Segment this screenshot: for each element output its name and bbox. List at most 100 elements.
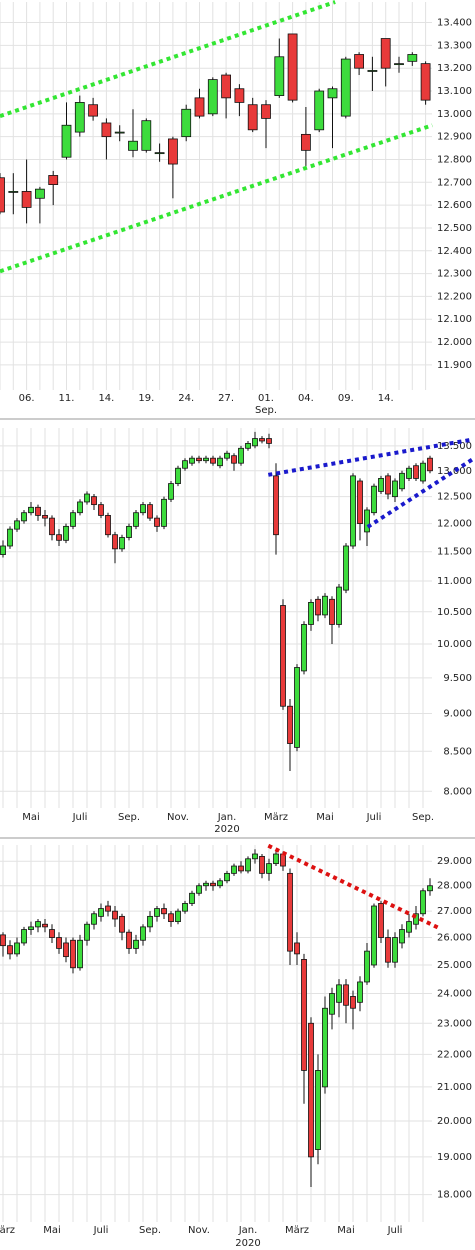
- x-tick-label: 04.: [298, 393, 314, 404]
- candle-body: [350, 996, 356, 1009]
- candle-body: [420, 63, 431, 101]
- candle-body: [175, 467, 181, 484]
- candle-body: [49, 517, 55, 536]
- x-tick-label: Sep.: [118, 812, 140, 823]
- candle-body: [252, 438, 258, 447]
- candle-body: [154, 152, 165, 155]
- candle-body: [207, 79, 218, 115]
- candle-body: [182, 460, 188, 469]
- candle-body: [367, 70, 378, 72]
- candle-body: [259, 856, 265, 874]
- candle-body: [161, 908, 167, 915]
- candle-body: [161, 498, 167, 527]
- candle-body: [420, 462, 426, 482]
- candle-body: [327, 88, 338, 99]
- candle-body: [392, 937, 398, 963]
- candle-body: [126, 525, 132, 538]
- x-tick-label: 06.: [19, 393, 35, 404]
- candle-body: [238, 447, 244, 464]
- x-tick-label: 14.: [98, 393, 114, 404]
- candle-body: [336, 984, 342, 1003]
- x-tick-label: Juli: [93, 1225, 109, 1236]
- candle-body: [114, 131, 125, 134]
- candle-body: [413, 465, 419, 479]
- candle-body: [266, 863, 272, 874]
- candle-body: [0, 545, 6, 555]
- candle-body: [340, 58, 351, 117]
- candle-body: [147, 915, 153, 928]
- y-tick-label: 13.500: [437, 441, 472, 452]
- y-tick-label: 10.500: [437, 607, 472, 618]
- y-tick-label: 13.300: [437, 40, 472, 51]
- candle-body: [231, 455, 237, 464]
- x-tick-label: 09.: [338, 393, 354, 404]
- x-tick-label: Juli: [72, 812, 88, 823]
- candle-body: [245, 858, 251, 872]
- candle-body: [329, 993, 335, 1015]
- x-tick-label: Mai: [43, 1225, 61, 1236]
- y-tick-label: 11.500: [437, 547, 472, 558]
- x-tick-label: März: [0, 1225, 15, 1236]
- candle-body: [63, 942, 69, 958]
- candle-body: [196, 885, 202, 894]
- y-tick-label: 26.000: [437, 933, 472, 944]
- candle-body: [63, 525, 69, 541]
- y-tick-label: 12.000: [437, 519, 472, 530]
- x-tick-label: Sep.: [412, 812, 434, 823]
- candle-body: [189, 892, 195, 904]
- candle-body: [8, 191, 19, 193]
- candle-body: [133, 512, 139, 527]
- candle-body: [7, 945, 13, 955]
- candle-body: [91, 913, 97, 925]
- candle-body: [84, 493, 90, 503]
- candle-body: [385, 475, 391, 495]
- y-tick-label: 12.500: [437, 223, 472, 234]
- candle-body: [261, 104, 271, 119]
- candle-body: [217, 880, 223, 887]
- candle-body: [21, 512, 27, 522]
- x-tick-label-2: Sep.: [255, 405, 277, 416]
- candle-body: [98, 504, 104, 516]
- y-tick-label: 18.000: [437, 1190, 472, 1201]
- candle-body: [112, 534, 118, 550]
- candle-body: [406, 467, 412, 479]
- candle-body: [140, 504, 146, 514]
- y-tick-label: 13.000: [437, 109, 472, 120]
- x-tick-label: 01.: [258, 393, 274, 404]
- x-tick-label: 19.: [138, 393, 154, 404]
- candle-body: [234, 88, 245, 103]
- y-tick-label: 12.000: [437, 337, 472, 348]
- candle-body: [74, 102, 85, 133]
- candle-body: [357, 981, 363, 1003]
- candle-body: [105, 905, 111, 912]
- candle-body: [168, 483, 174, 500]
- candle-body: [294, 942, 300, 955]
- candle-body: [322, 595, 328, 616]
- x-tick-label: Juli: [387, 1225, 403, 1236]
- candle-body: [167, 138, 178, 165]
- candle-body: [380, 38, 391, 69]
- candle-body: [88, 104, 98, 117]
- y-tick-label: 13.200: [437, 63, 472, 74]
- candle-body: [231, 865, 237, 874]
- y-tick-label: 19.000: [437, 1152, 472, 1163]
- y-tick-label: 12.700: [437, 177, 472, 188]
- x-tick-label-2: 2020: [235, 1238, 260, 1249]
- candle-body: [77, 501, 83, 514]
- y-tick-label: 13.100: [437, 86, 472, 97]
- candle-body: [14, 520, 20, 530]
- candle-body: [28, 926, 34, 930]
- candle-body: [329, 598, 335, 625]
- trendline: [267, 438, 471, 477]
- y-tick-label: 12.100: [437, 314, 472, 325]
- candle-body: [378, 903, 384, 938]
- y-tick-label: 23.000: [437, 1018, 472, 1029]
- candle-body: [221, 74, 232, 99]
- candle-body: [343, 545, 349, 591]
- candle-body: [28, 506, 34, 514]
- candle-body: [427, 457, 433, 472]
- x-tick-label: Sep.: [139, 1225, 161, 1236]
- candle-body: [126, 931, 132, 949]
- candle-body: [420, 890, 426, 915]
